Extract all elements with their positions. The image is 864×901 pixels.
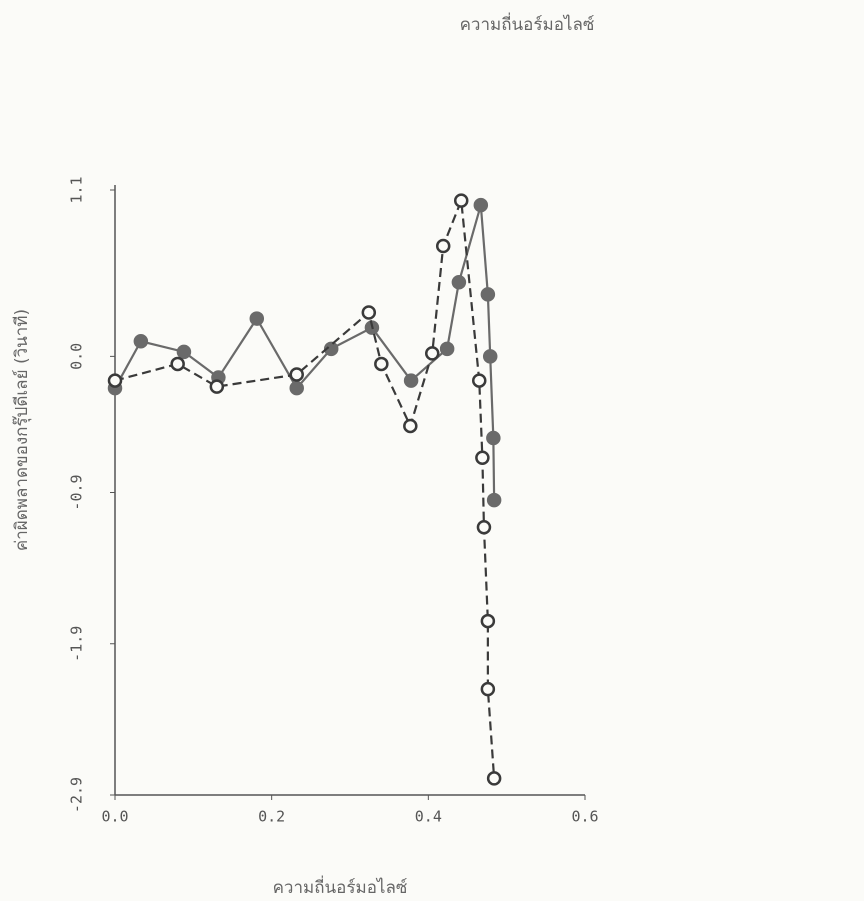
data-point — [291, 369, 303, 381]
data-point — [455, 195, 467, 207]
data-point — [478, 521, 490, 533]
data-point — [405, 375, 417, 387]
y-tick-label: -0.9 — [68, 474, 86, 510]
data-point — [404, 420, 416, 432]
data-point — [291, 382, 303, 394]
data-point — [473, 375, 485, 387]
data-point — [437, 240, 449, 252]
data-point — [476, 452, 488, 464]
x-tick-label: 0.4 — [415, 808, 442, 826]
data-point — [363, 307, 375, 319]
y-tick-label: -2.9 — [68, 777, 86, 813]
data-point — [482, 683, 494, 695]
data-point — [488, 494, 500, 506]
data-point — [475, 199, 487, 211]
data-point — [109, 375, 121, 387]
x-axis-label: ความถี่นอร์มอไลซ์ — [273, 875, 408, 898]
x-tick-label: 0.6 — [571, 808, 598, 826]
x-tick-label: 0.2 — [258, 808, 285, 826]
chart: ความถี่นอร์มอไลซ์ ความถี่นอร์มอไลซ์ ค่าผ… — [0, 0, 864, 901]
series-line — [115, 201, 494, 779]
y-tick-label: 0.0 — [68, 343, 86, 370]
data-point — [135, 335, 147, 347]
chart-title: ความถี่นอร์มอไลซ์ — [460, 12, 595, 35]
data-point — [453, 276, 465, 288]
data-point — [482, 288, 494, 300]
data-point — [426, 347, 438, 359]
y-tick-label: -1.9 — [68, 626, 86, 662]
y-axis-label: ค่าผิดพลาดของกรุ๊ปดีเลย์ (วินาที) — [12, 309, 32, 551]
data-point — [487, 432, 499, 444]
data-point — [375, 358, 387, 370]
data-point — [488, 772, 500, 784]
data-point — [172, 358, 184, 370]
data-point — [484, 350, 496, 362]
data-point — [482, 615, 494, 627]
data-point — [178, 346, 190, 358]
data-point — [251, 313, 263, 325]
y-tick-label: 1.1 — [68, 176, 86, 203]
data-point — [211, 381, 223, 393]
x-tick-label: 0.0 — [101, 808, 128, 826]
data-point — [441, 343, 453, 355]
